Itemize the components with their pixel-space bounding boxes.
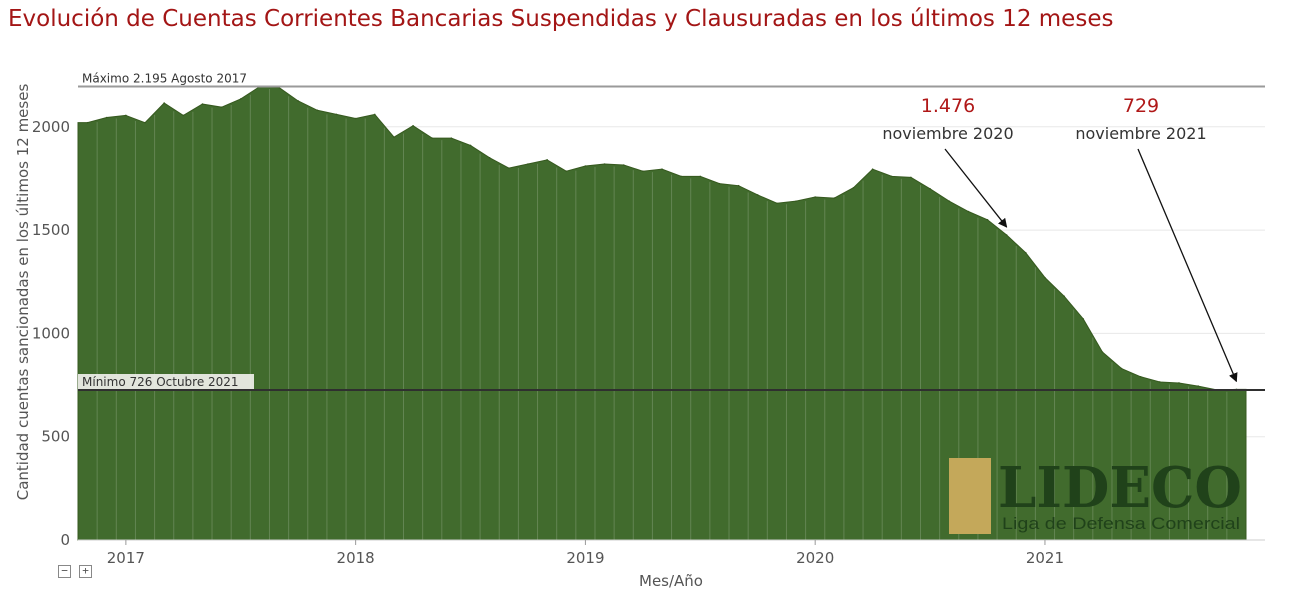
x-tick-label: 2021 — [1026, 549, 1064, 567]
data-point — [220, 106, 223, 108]
data-point — [393, 136, 395, 138]
data-point — [603, 163, 606, 165]
y-tick-label: 0 — [60, 531, 70, 549]
data-point — [661, 168, 663, 170]
data-point — [105, 116, 108, 119]
data-point — [565, 170, 568, 173]
data-point — [795, 200, 797, 202]
annotation-value: 729 — [1123, 95, 1159, 117]
data-point — [488, 156, 491, 159]
data-point — [163, 102, 165, 104]
data-point — [527, 163, 529, 165]
data-point — [680, 175, 682, 178]
data-point — [718, 182, 721, 185]
data-point — [469, 144, 472, 147]
data-point — [297, 100, 299, 102]
x-tick-label: 2018 — [337, 549, 375, 567]
axes: 0 500 1000 1500 2000 2017 2018 2019 2020 2021 — [32, 118, 1265, 567]
data-point — [354, 117, 357, 120]
min-label-background — [78, 374, 254, 390]
data-point — [1101, 351, 1104, 353]
y-tick-label: 500 — [41, 428, 70, 446]
max-reference-label: Máximo 2.195 Agosto 2017 — [82, 72, 247, 86]
data-point — [86, 121, 89, 124]
area-fill — [77, 86, 1247, 541]
chart-title: Evolución de Cuentas Corrientes Bancaria… — [8, 6, 1114, 32]
logo-tagline: Liga de Defensa Comercial — [1002, 514, 1240, 533]
y-tick-label: 1000 — [32, 324, 70, 342]
month-separators — [96, 89, 1228, 540]
data-point — [201, 103, 204, 105]
data-point — [412, 124, 414, 127]
x-axis-label: Mes/Año — [639, 572, 703, 590]
data-point — [335, 113, 338, 116]
zoom-out-button[interactable]: − — [58, 565, 71, 578]
data-point — [622, 164, 625, 166]
data-point — [584, 165, 587, 167]
data-point — [546, 159, 548, 161]
y-tick-label: 1500 — [32, 221, 70, 239]
y-axis-label: Cantidad cuentas sancionadas en los últi… — [14, 84, 32, 501]
data-point — [1025, 252, 1027, 254]
data-point — [431, 137, 434, 139]
data-point — [1044, 276, 1046, 279]
annotation-arrow — [1137, 148, 1238, 383]
data-point — [756, 194, 759, 196]
data-point — [776, 202, 778, 205]
annotation-date: noviembre 2021 — [1075, 124, 1206, 143]
annotation-value: 1.476 — [921, 95, 975, 117]
x-tick-label: 2017 — [107, 549, 145, 567]
data-point — [833, 197, 836, 199]
zoom-in-button[interactable]: + — [79, 565, 92, 578]
data-point — [910, 176, 912, 179]
data-point — [890, 175, 893, 178]
data-point — [1178, 382, 1180, 384]
annotation-date: noviembre 2020 — [882, 124, 1013, 143]
logo-name: LIDECO — [998, 455, 1242, 521]
data-point — [1005, 234, 1008, 236]
data-point — [929, 187, 931, 190]
data-point — [316, 109, 319, 112]
data-point — [737, 184, 740, 187]
data-point — [642, 170, 644, 173]
data-point — [948, 200, 951, 202]
annotation-arrow — [944, 148, 1008, 228]
annotations: 1.476 noviembre 2020 729 noviembre 2021 — [882, 95, 1238, 383]
area-series — [77, 85, 1247, 541]
data-point — [1159, 381, 1161, 383]
x-tick-label: 2020 — [796, 549, 834, 567]
data-point — [852, 186, 855, 189]
x-tick-label: 2019 — [566, 549, 604, 567]
data-point — [1139, 375, 1142, 378]
data-point — [508, 167, 510, 169]
data-point — [871, 168, 874, 170]
data-point — [699, 175, 702, 178]
data-point — [967, 210, 970, 213]
data-point — [144, 121, 146, 124]
data-point — [814, 196, 816, 198]
data-point — [1197, 385, 1199, 387]
min-reference-label: Mínimo 726 Octubre 2021 — [82, 375, 239, 389]
data-point — [1082, 318, 1085, 320]
lideco-logo: LIDECO Liga de Defensa Comercial — [949, 455, 1242, 534]
data-point — [182, 114, 185, 117]
data-point — [125, 114, 127, 117]
data-point — [1063, 295, 1065, 298]
data-point — [373, 113, 376, 116]
data-point — [986, 218, 989, 221]
data-point — [1120, 367, 1123, 370]
reference-lines: Máximo 2.195 Agosto 2017 Mínimo 726 Octub… — [78, 72, 1265, 392]
data-point — [450, 137, 453, 139]
data-point — [239, 98, 242, 100]
y-tick-label: 2000 — [32, 118, 70, 136]
